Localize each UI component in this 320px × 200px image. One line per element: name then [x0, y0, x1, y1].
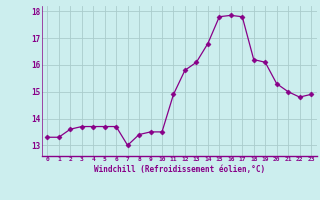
X-axis label: Windchill (Refroidissement éolien,°C): Windchill (Refroidissement éolien,°C): [94, 165, 265, 174]
